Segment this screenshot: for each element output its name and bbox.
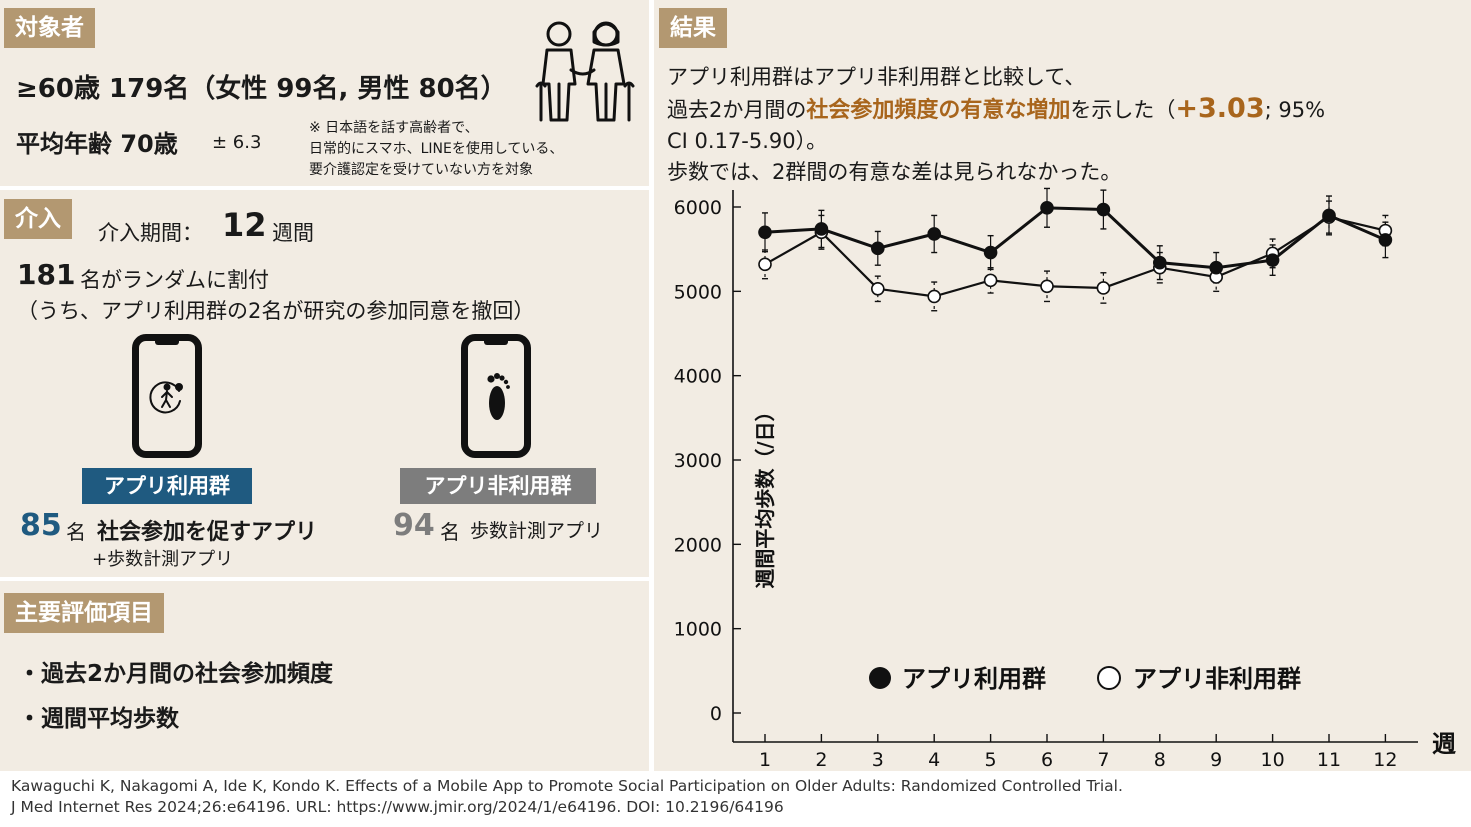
intervention-panel: 介入 介入期間： 12 週間 181 名がランダムに割付 （うち、アプリ利用群の…: [0, 190, 649, 577]
results-line-1: アプリ利用群はアプリ非利用群と比較して、: [667, 65, 1086, 89]
app-group-label: アプリ利用群: [82, 468, 252, 504]
outcome-item: ・週間平均歩数: [18, 706, 179, 732]
nonapp-group-desc: 歩数計測アプリ: [470, 520, 604, 542]
subjects-note-3: 要介護認定を受けていない方を対象: [309, 162, 533, 178]
period-unit: 週間: [272, 221, 314, 245]
elderly-couple-icon: [535, 21, 635, 122]
app-group-desc: 社会参加を促すアプリ: [97, 520, 318, 545]
outcome-item: ・過去2か月間の社会参加頻度: [18, 661, 334, 687]
app-group-count: 85: [20, 508, 62, 543]
nonapp-phone: [461, 334, 531, 458]
random-text: 名がランダムに割付: [80, 268, 269, 292]
nonapp-group-label: アプリ非利用群: [400, 468, 596, 504]
subjects-mean-age: 平均年齢 70歳: [16, 130, 178, 158]
results-line-4: 歩数では、2群間の有意な差は見られなかった。: [667, 160, 1122, 184]
results-ci-start: ; 95%: [1264, 98, 1326, 122]
results-tag: 結果: [659, 8, 727, 48]
app-phone: [132, 334, 202, 458]
random-count: 181: [17, 258, 76, 291]
subjects-count: ≥60歳 179名（女性 99名, 男性 80名）: [16, 74, 507, 104]
subjects-panel: 対象者 ≥60歳 179名（女性 99名, 男性 80名） 平均年齢 70歳 ±…: [0, 0, 649, 186]
outcomes-panel: 主要評価項目 ・過去2か月間の社会参加頻度 ・週間平均歩数: [0, 581, 649, 771]
subjects-note-1: ※ 日本語を話す高齢者で、: [309, 120, 479, 136]
results-line-3: CI 0.17-5.90）。: [667, 129, 828, 153]
results-highlight: 社会参加頻度の有意な増加: [806, 98, 1071, 123]
subjects-tag: 対象者: [4, 8, 95, 48]
results-line-2: 過去2か月間の社会参加頻度の有意な増加を示した（+3.03; 95%: [667, 92, 1325, 124]
period-value: 12: [222, 206, 267, 244]
nonapp-group-count: 94: [393, 508, 435, 543]
citation-line-2: J Med Internet Res 2024;26:e64196. URL: …: [11, 798, 784, 816]
withdraw-text: （うち、アプリ利用群の2名が研究の参加同意を撤回）: [17, 299, 535, 323]
intervention-tag: 介入: [4, 199, 72, 239]
subjects-note-2: 日常的にスマホ、LINEを使用している、: [309, 141, 564, 157]
outcomes-tag: 主要評価項目: [4, 593, 164, 633]
nonapp-group-unit: 名: [440, 520, 460, 544]
results-effect: +3.03: [1175, 93, 1265, 124]
walking-person-icon: [149, 381, 183, 414]
footprint-icon: [487, 373, 510, 420]
app-group-unit: 名: [66, 520, 86, 544]
citation-line-1: Kawaguchi K, Nakagomi A, Ide K, Kondo K.…: [11, 777, 1123, 795]
results-line-2-pre: 過去2か月間の: [667, 98, 807, 122]
results-line-2-post: を示した（: [1070, 98, 1176, 122]
period-label: 介入期間：: [98, 221, 203, 245]
phone-notch: [484, 340, 508, 345]
subjects-age-sd: ± 6.3: [212, 132, 262, 153]
phone-notch: [155, 340, 179, 345]
app-group-sub: +歩数計測アプリ: [92, 549, 234, 570]
results-panel: 結果 アプリ利用群はアプリ非利用群と比較して、 過去2か月間の社会参加頻度の有意…: [654, 0, 1471, 771]
